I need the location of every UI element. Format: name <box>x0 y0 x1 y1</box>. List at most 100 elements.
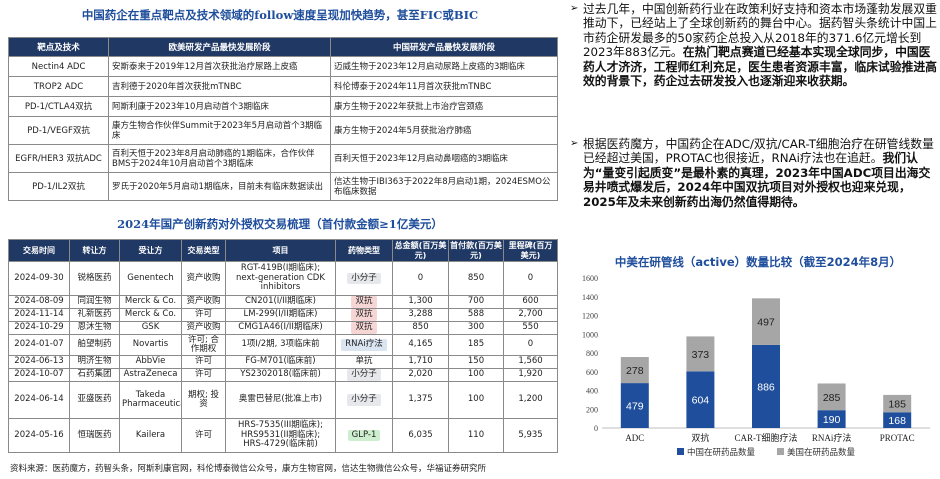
table-cell: 安斯泰来于2019年12月首次获批治疗尿路上皮癌 <box>108 56 331 77</box>
table-cell: 550 <box>503 321 558 335</box>
x-tick-label: ADC <box>625 433 644 443</box>
table-cell: 科伦博泰于2024年11月首次获批mTNBC <box>330 76 558 97</box>
legend-label: 美国在研药品数量 <box>787 447 856 458</box>
legend-swatch <box>777 448 784 455</box>
drug-type-badge: 双抗 <box>351 322 377 334</box>
table-row: Nectin4 ADC 安斯泰来于2019年12月首次获批治疗尿路上皮癌 迈威生物于… <box>8 56 558 77</box>
data-label: 604 <box>692 395 710 407</box>
table-cell: 2024-09-30 <box>8 261 70 296</box>
table-cell: 单抗 <box>335 355 393 369</box>
table-cell: 0 <box>503 261 558 296</box>
table-cell: 康方生物于2024年5月获批治疗肺癌 <box>330 116 558 145</box>
table-cell: 许可 <box>181 355 226 369</box>
table-cell: Kailera <box>119 418 182 453</box>
table-cell: 小分子 <box>335 368 393 382</box>
table-cell: 百利天恒于2023年8月启动肺癌的1期临床，合作伙伴BMS于2024年10月启动… <box>108 144 331 173</box>
table-cell: 150 <box>448 355 504 369</box>
table-header-cell: 交易时间 <box>8 239 70 262</box>
table-cell: 双抗 <box>335 308 393 322</box>
drug-type-badge: 双抗 <box>351 309 377 321</box>
table-cell: PD-1/VEGF双抗 <box>8 116 109 145</box>
table-header-cell: 首付款(百万美元) <box>448 239 504 262</box>
licensing-deals-table: 交易时间 转让方 受让方 交易类型 项目 药物类型 总金额(百万美元) 首付款(… <box>8 239 558 453</box>
table-cell: EGFR/HER3 双抗ADC <box>8 144 109 173</box>
arrow-bullet-icon: ➢ <box>570 138 579 149</box>
table-cell: PD-1/IL2双抗 <box>8 172 109 201</box>
bullet-text: 过去几年，中国创新药行业在政策利好支持和资本市场蓬勃发展双重推动下，已经站上了全… <box>583 2 937 60</box>
table-cell: 吉利德于2020年首次获批mTNBC <box>108 76 331 97</box>
bar-segment <box>883 394 912 413</box>
table-cell: 资产收购 <box>181 321 226 335</box>
table-cell: 100 <box>448 381 504 419</box>
table-cell: 2024-10-29 <box>8 321 70 335</box>
table-cell: GLP-1 <box>335 418 393 453</box>
bullet-bold-text: 我们认为“量变引起质变”是最朴素的真理，2023年中国ADC项目出海交易井喷式爆… <box>583 151 931 209</box>
data-label: 168 <box>888 415 906 427</box>
table-row: EGFR/HER3 双抗ADC 百利天恒于2023年8月启动肺癌的1期临床，合作伙… <box>8 144 558 173</box>
drug-type-badge: GLP-1 <box>347 429 381 442</box>
bar-segment <box>752 298 780 345</box>
table-cell: RNAi疗法 <box>335 334 393 356</box>
drug-type-badge: 小分子 <box>347 369 381 381</box>
y-tick-label: 800 <box>586 349 598 358</box>
bar-segment <box>686 336 715 372</box>
table-row: TROP2 ADC 吉利德于2020年首次获批mTNBC 科伦博泰于2024年11月… <box>8 76 558 97</box>
bullet-point-2: ➢ 根据医药魔方，中国药企在ADC/双抗/CAR-T细胞治疗在研管线数量已经超过… <box>570 137 939 209</box>
table-row: 2024-06-13 明济生物 AbbVie 许可 FG-M701(临床前) 单抗 1,71… <box>8 355 558 369</box>
table-cell: Nectin4 ADC <box>8 56 109 77</box>
y-tick-label: 1000 <box>582 330 598 339</box>
table-cell: 1,560 <box>503 355 558 369</box>
y-tick-label: 400 <box>586 387 598 396</box>
table-cell: FG-M701(临床前) <box>225 355 336 369</box>
table-header-cell: 靶点及技术 <box>8 37 109 57</box>
table-cell: 110 <box>448 418 504 453</box>
table-cell: 期权; 投资 <box>181 381 226 419</box>
x-tick-label: PROTAC <box>880 433 915 443</box>
table-cell: 锐格医药 <box>69 261 120 296</box>
table-cell: 185 <box>448 334 504 356</box>
y-tick-label: 200 <box>586 405 598 414</box>
table-cell: RGT-419B(I期临床); next-generation CDK inhibi… <box>225 261 336 296</box>
table-row: 2024-11-14 礼新医药 Merck & Co. 许可 LM-299(I/II期临… <box>8 308 558 322</box>
table-cell: 康方生物于2022年获批上市治疗宫颈癌 <box>330 96 558 117</box>
table-row: 2024-08-09 同润生物 Merck & Co. 资产收购 CN201(I/II期… <box>8 295 558 309</box>
table-header-cell: 里程碑(百万美元) <box>503 239 558 262</box>
table-cell: 许可 <box>181 368 226 382</box>
table-cell: HRS-7535(III期临床); HRS9531(II期临床); HRS-4729… <box>225 418 336 453</box>
table-cell: YS2302018(临床前) <box>225 368 336 382</box>
table-row: 2024-09-30 锐格医药 Genentech 资产收购 RGT-419B(I期临床… <box>8 261 558 296</box>
drug-type-badge: 小分子 <box>347 394 381 406</box>
chart-title: 中美在研管线（active）数量比较（截至2024年8月） <box>614 255 902 269</box>
table-cell: 舶望制药 <box>69 334 120 356</box>
legend-swatch <box>677 448 684 455</box>
bar-segment <box>686 371 715 428</box>
bullet-bold-text: 在热门靶点赛道已经基本实现全球同步，中国医药人才济济，工程师红利充足，医生患者资… <box>583 45 937 89</box>
x-tick-label: RNAi疗法 <box>812 432 852 443</box>
table-row: PD-1/CTLA4双抗 阿斯利康于2023年10月启动首个3期临床 康方生物于20… <box>8 96 558 117</box>
table-cell: 2024-06-14 <box>8 381 70 419</box>
table-cell: 1,710 <box>392 355 449 369</box>
table-row: PD-1/IL2双抗 罗氏于2020年5月启动1期临床，目前未有临床数据读出 信达生… <box>8 172 558 201</box>
table-row: 2024-05-16 恒瑞医药 Kailera 许可 HRS-7535(III期临床);… <box>8 418 558 453</box>
data-label: 278 <box>626 365 644 377</box>
table-cell: 1,300 <box>392 295 449 309</box>
arrow-bullet-icon: ➢ <box>570 3 579 14</box>
table-cell: 迈威生物于2023年12月启动尿路上皮癌的3期临床 <box>330 56 558 77</box>
y-tick-label: 0 <box>594 424 598 433</box>
table-cell: 许可 <box>181 418 226 453</box>
source-note: 资料来源：医药魔方，药智头条，阿斯利康官网，科伦博泰微信公众号，康方生物官网，信… <box>10 464 487 474</box>
x-tick-label: CAR-T细胞疗法 <box>734 432 797 443</box>
table-cell: 2,700 <box>503 308 558 322</box>
table-cell: 资产收购 <box>181 295 226 309</box>
table-header-cell: 中国研发产品最快发展阶段 <box>330 37 558 57</box>
table-cell: 1项I/2期, 3项临床前 <box>225 334 336 356</box>
table-header-cell: 交易类型 <box>181 239 226 262</box>
table-cell: 850 <box>448 261 504 296</box>
table-cell: 2024-10-07 <box>8 368 70 382</box>
table-cell: Merck & Co. <box>119 295 182 309</box>
table-row: PD-1/VEGF双抗 康方生物合作伙伴Summit于2023年5月启动首个3期临… <box>8 116 558 145</box>
table-cell: 亚盛医药 <box>69 381 120 419</box>
table-header-cell: 受让方 <box>119 239 182 262</box>
y-tick-label: 600 <box>586 368 598 377</box>
y-tick-label: 1400 <box>582 293 598 302</box>
